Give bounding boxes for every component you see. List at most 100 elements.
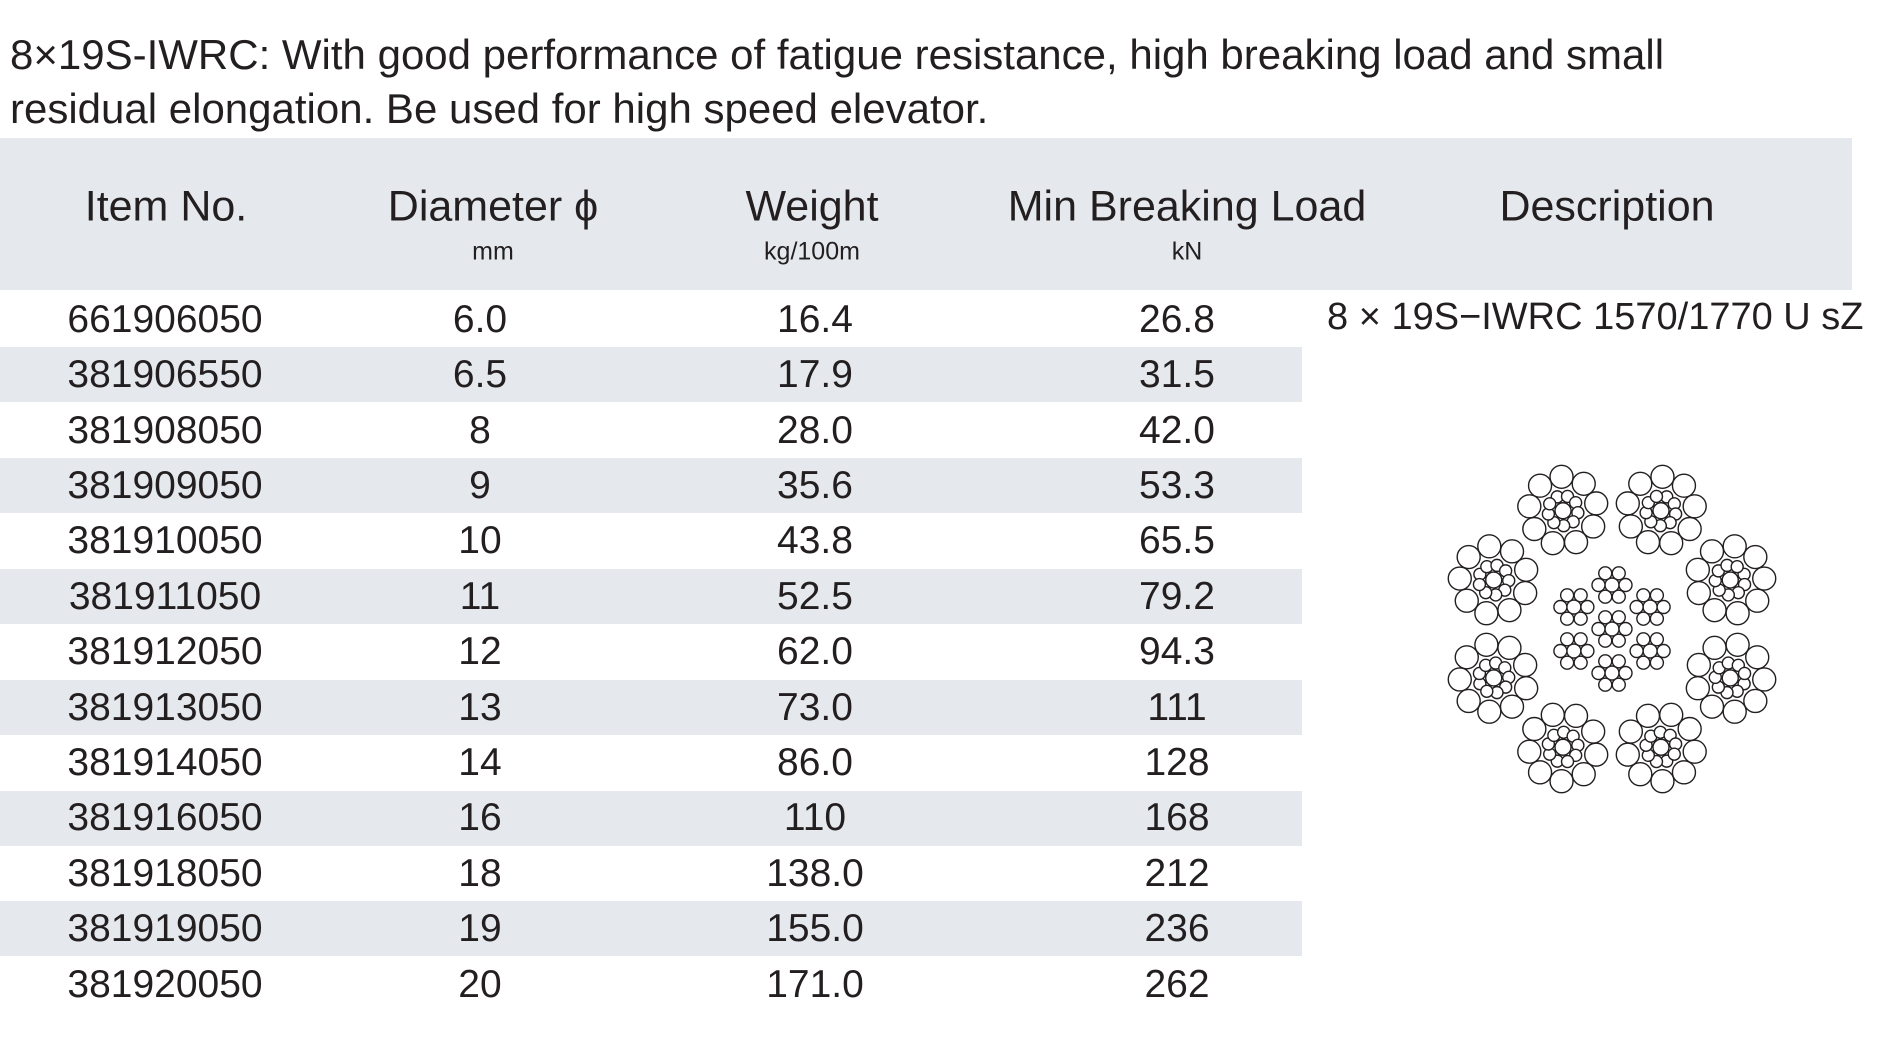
- column-header: Diameter ϕ: [387, 182, 599, 231]
- wire: [1559, 632, 1575, 647]
- table-cell: 94.3: [1139, 630, 1215, 674]
- wire: [1598, 566, 1613, 581]
- wire: [1571, 762, 1596, 787]
- wire: [1721, 669, 1739, 687]
- wire: [1752, 566, 1777, 591]
- table-cell: 381916050: [67, 796, 263, 840]
- table-cell: 381909050: [67, 463, 263, 507]
- wire: [1725, 632, 1750, 657]
- table-cell: 138.0: [766, 851, 864, 895]
- wire: [1512, 652, 1538, 678]
- wire: [1636, 655, 1651, 670]
- row-stripe: [0, 790, 1302, 846]
- table-cell: 35.6: [777, 463, 853, 507]
- wire: [1485, 669, 1503, 687]
- wire: [1540, 702, 1565, 728]
- wire: [1563, 529, 1589, 555]
- wire: [1656, 599, 1671, 615]
- table-cell: 381914050: [67, 740, 263, 784]
- wire: [1618, 621, 1633, 637]
- wire: [1517, 739, 1542, 764]
- wire: [1618, 514, 1644, 539]
- table-cell: 79.2: [1139, 574, 1215, 618]
- wire: [1699, 539, 1725, 564]
- wire: [1629, 643, 1644, 659]
- table-cell: 14: [458, 740, 502, 784]
- wire: [1685, 676, 1711, 701]
- header-band: [0, 138, 1852, 290]
- wire: [1752, 667, 1777, 692]
- wire: [1743, 688, 1768, 714]
- table-cell: 10: [458, 519, 502, 563]
- table-cell: 381913050: [67, 685, 263, 729]
- wire: [1649, 655, 1665, 670]
- wire: [1554, 502, 1572, 520]
- table-cell: 18: [458, 851, 502, 895]
- wire: [1580, 719, 1606, 744]
- table-cell: 212: [1144, 851, 1210, 895]
- wire: [1635, 529, 1661, 555]
- wire: [1656, 643, 1671, 659]
- table-cell: 381919050: [67, 907, 263, 951]
- table-cell: 381908050: [67, 408, 263, 452]
- wire: [1584, 491, 1609, 516]
- description: 8 × 19S−IWRC 1570/1770 U sZ: [1327, 296, 1864, 338]
- wire: [1615, 491, 1640, 516]
- table-cell: 381912050: [67, 630, 263, 674]
- wire: [1686, 652, 1712, 678]
- wire: [1499, 694, 1525, 719]
- wire: [1730, 560, 1744, 574]
- wire: [1743, 544, 1768, 570]
- wire: [1629, 599, 1644, 615]
- table-cell: 42.0: [1139, 408, 1215, 452]
- wire: [1611, 633, 1626, 648]
- table-cell: 65.5: [1139, 519, 1215, 563]
- table-cell: 661906050: [67, 297, 263, 341]
- wire: [1652, 738, 1670, 756]
- wire: [1649, 489, 1664, 504]
- wire: [1559, 611, 1575, 626]
- wire: [1611, 654, 1626, 669]
- wire: [1456, 688, 1481, 714]
- table-cell: 13: [458, 685, 502, 729]
- table-cell: 11: [459, 574, 501, 618]
- wire: [1702, 635, 1727, 661]
- wire: [1659, 702, 1684, 728]
- column-header: Item No.: [84, 182, 248, 231]
- wire: [1702, 597, 1727, 623]
- table-cell: 381910050: [67, 519, 263, 563]
- wire: [1649, 588, 1665, 603]
- table-cell: 19: [458, 907, 502, 951]
- wire: [1611, 677, 1626, 692]
- wire: [1563, 703, 1589, 729]
- wire: [1499, 539, 1525, 564]
- table-cell: 86.0: [777, 740, 853, 784]
- wire: [1549, 464, 1574, 489]
- column-header: Weight: [745, 182, 879, 231]
- table-cell: 26.8: [1139, 297, 1215, 341]
- wire: [1477, 699, 1502, 724]
- table-cell: 381920050: [67, 962, 263, 1006]
- table-cell: 31.5: [1139, 353, 1215, 397]
- wire: [1456, 544, 1481, 570]
- column-header: Min Breaking Load: [1007, 182, 1367, 231]
- wire: [1667, 747, 1681, 761]
- wire: [1591, 577, 1606, 593]
- wire: [1611, 610, 1626, 625]
- wire: [1474, 632, 1499, 657]
- wire: [1611, 566, 1626, 581]
- table-cell: 236: [1144, 907, 1210, 951]
- wire: [1745, 645, 1770, 670]
- wire: [1636, 588, 1651, 603]
- wire: [1635, 703, 1661, 729]
- column-unit: mm: [472, 237, 514, 266]
- wire: [1722, 534, 1747, 559]
- row-stripe: [0, 901, 1302, 957]
- wire: [1591, 665, 1606, 681]
- column-header: Description: [1499, 182, 1715, 231]
- wire: [1527, 760, 1553, 785]
- table-cell: 16.4: [777, 297, 853, 341]
- wire: [1513, 557, 1539, 582]
- wire: [1591, 621, 1606, 637]
